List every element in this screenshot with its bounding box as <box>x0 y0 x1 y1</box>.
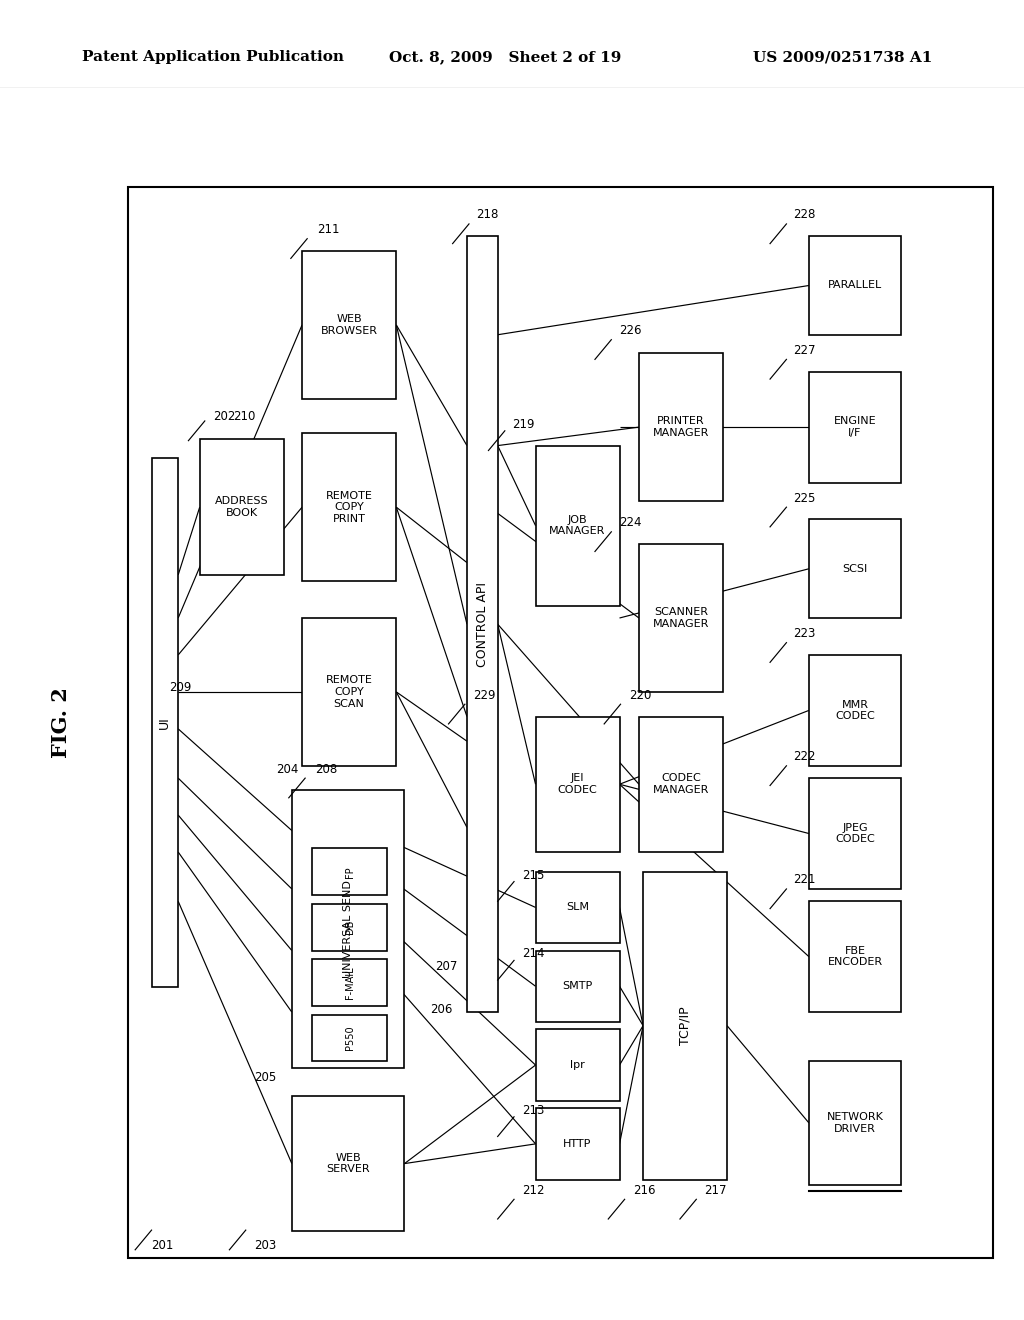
Text: 211: 211 <box>317 223 340 236</box>
Text: SLM: SLM <box>566 903 589 912</box>
Text: JPEG
CODEC: JPEG CODEC <box>836 822 874 845</box>
Bar <box>312 1015 387 1061</box>
Text: SMTP: SMTP <box>562 981 593 991</box>
Text: Oct. 8, 2009   Sheet 2 of 19: Oct. 8, 2009 Sheet 2 of 19 <box>389 50 622 65</box>
Text: US 2009/0251738 A1: US 2009/0251738 A1 <box>753 50 932 65</box>
Text: 214: 214 <box>522 948 545 961</box>
Text: UI: UI <box>159 717 171 729</box>
Text: REMOTE
COPY
PRINT: REMOTE COPY PRINT <box>326 491 373 524</box>
Text: 226: 226 <box>620 325 642 337</box>
Text: HTTP: HTTP <box>563 1139 592 1148</box>
Text: 228: 228 <box>794 209 816 222</box>
Text: 221: 221 <box>794 874 816 887</box>
Bar <box>809 777 901 888</box>
Text: PARALLEL: PARALLEL <box>828 280 882 290</box>
Text: JEI
CODEC: JEI CODEC <box>558 774 597 795</box>
Text: 219: 219 <box>512 418 535 430</box>
Text: 225: 225 <box>794 492 816 504</box>
Text: REMOTE
COPY
SCAN: REMOTE COPY SCAN <box>326 676 373 709</box>
Text: 216: 216 <box>633 1184 655 1197</box>
Text: 207: 207 <box>435 960 458 973</box>
Text: 208: 208 <box>315 763 338 776</box>
Text: ENGINE
I/F: ENGINE I/F <box>834 416 877 438</box>
Text: WEB
BROWSER: WEB BROWSER <box>321 314 378 335</box>
Text: 203: 203 <box>254 1239 276 1253</box>
Text: 217: 217 <box>705 1184 727 1197</box>
Text: CODEC
MANAGER: CODEC MANAGER <box>652 774 710 795</box>
Text: 229: 229 <box>473 689 496 702</box>
Text: ADDRESS
BOOK: ADDRESS BOOK <box>215 496 268 517</box>
Bar <box>639 717 723 851</box>
Bar <box>809 236 901 335</box>
Bar <box>809 902 901 1012</box>
Text: 206: 206 <box>430 1003 453 1016</box>
Text: 213: 213 <box>522 1104 545 1117</box>
Text: CONTROL API: CONTROL API <box>476 582 488 667</box>
Text: NETWORK
DRIVER: NETWORK DRIVER <box>826 1113 884 1134</box>
Text: 224: 224 <box>620 516 642 529</box>
Bar <box>809 520 901 618</box>
Text: WEB
SERVER: WEB SERVER <box>327 1152 370 1175</box>
Bar <box>639 354 723 502</box>
Text: PRINTER
MANAGER: PRINTER MANAGER <box>652 416 710 438</box>
Text: F-MAIL: F-MAIL <box>345 966 354 999</box>
Text: 220: 220 <box>629 689 651 702</box>
Bar <box>536 717 620 851</box>
Bar <box>312 904 387 950</box>
Text: lpr: lpr <box>570 1060 585 1071</box>
Bar <box>643 871 727 1180</box>
Text: 204: 204 <box>276 763 299 776</box>
Text: 202: 202 <box>213 411 236 424</box>
Bar <box>302 433 396 581</box>
Text: 201: 201 <box>152 1239 174 1253</box>
Bar <box>639 544 723 692</box>
Bar <box>809 1061 901 1184</box>
Bar <box>536 1030 620 1101</box>
Text: Patent Application Publication: Patent Application Publication <box>82 50 344 65</box>
Text: MMR
CODEC: MMR CODEC <box>836 700 874 721</box>
Bar <box>536 446 620 606</box>
Bar <box>128 187 993 1258</box>
Bar <box>809 372 901 483</box>
Text: 227: 227 <box>794 345 816 356</box>
Text: 218: 218 <box>476 209 499 222</box>
Text: 210: 210 <box>233 411 256 424</box>
Text: 212: 212 <box>522 1184 545 1197</box>
Bar <box>809 655 901 766</box>
Bar <box>292 791 404 1068</box>
Text: FIG. 2: FIG. 2 <box>51 688 72 758</box>
Text: 209: 209 <box>169 681 191 694</box>
Bar <box>152 458 178 987</box>
Text: P550: P550 <box>345 1026 354 1051</box>
Bar <box>312 960 387 1006</box>
Text: SCANNER
MANAGER: SCANNER MANAGER <box>652 607 710 628</box>
Bar <box>536 950 620 1022</box>
Bar <box>302 251 396 399</box>
Bar <box>200 440 284 576</box>
Text: SCSI: SCSI <box>843 564 867 574</box>
Bar <box>536 871 620 944</box>
Bar <box>302 618 396 766</box>
Bar <box>292 1096 404 1232</box>
Text: FBE
ENCODER: FBE ENCODER <box>827 946 883 968</box>
Text: FP: FP <box>345 866 354 878</box>
Bar <box>536 1109 620 1180</box>
Text: UNIVERSAL SEND: UNIVERSAL SEND <box>343 880 353 978</box>
Text: 215: 215 <box>522 869 545 882</box>
Text: TCP/IP: TCP/IP <box>679 1006 691 1045</box>
Bar <box>467 236 498 1012</box>
Text: 205: 205 <box>254 1071 276 1084</box>
Bar <box>312 849 387 895</box>
Text: 223: 223 <box>794 627 816 640</box>
Text: 222: 222 <box>794 750 816 763</box>
Text: JOB
MANAGER: JOB MANAGER <box>549 515 606 536</box>
Text: DB: DB <box>345 920 354 935</box>
